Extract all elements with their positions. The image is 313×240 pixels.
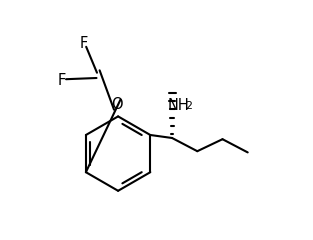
Text: 2: 2 <box>185 101 192 111</box>
Text: F: F <box>79 36 87 51</box>
Text: NH: NH <box>167 98 189 114</box>
Text: O: O <box>111 97 123 112</box>
Text: F: F <box>58 73 66 88</box>
